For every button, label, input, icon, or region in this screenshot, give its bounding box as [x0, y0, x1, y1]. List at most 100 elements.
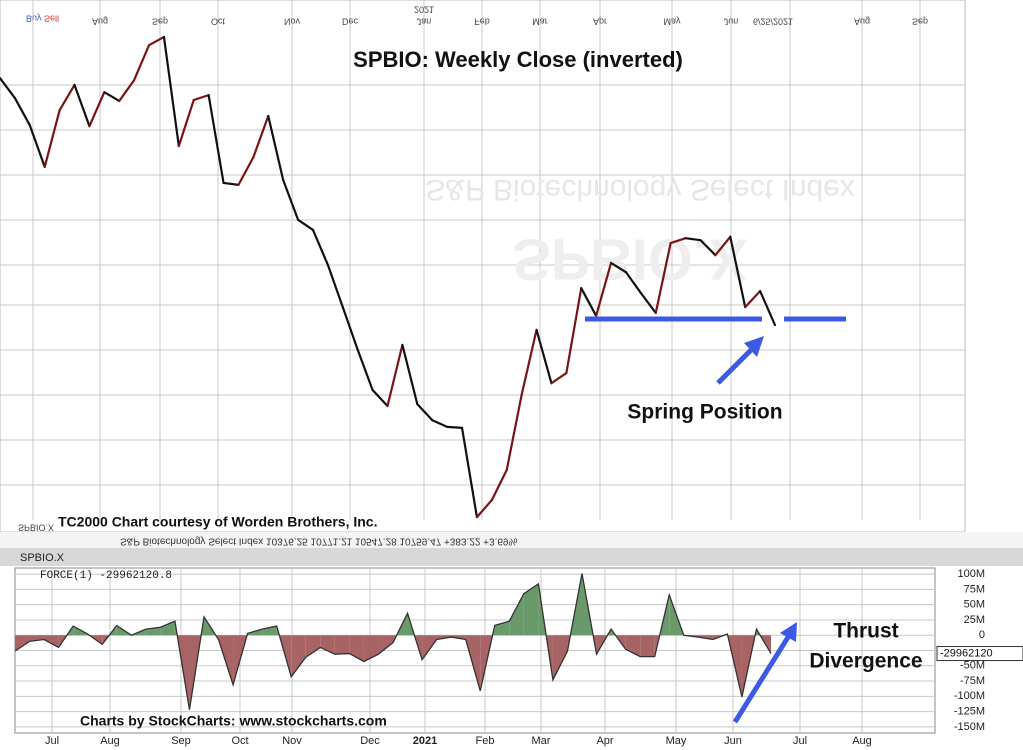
line-segment — [416, 402, 434, 422]
area-fill — [334, 635, 350, 655]
x-tick-label: Sep — [912, 17, 928, 27]
series-label: SPBIO.X — [18, 523, 54, 533]
annotation: Divergence — [809, 650, 922, 673]
line-segment — [446, 425, 464, 429]
annotation: TC2000 Chart courtesy of Worden Brothers… — [58, 514, 377, 530]
x-tick-label: May — [663, 17, 681, 27]
area-fill — [625, 635, 641, 657]
watermark: SPBIO.X — [512, 227, 748, 292]
area-fill — [15, 635, 30, 652]
value-label: -29962120 — [940, 647, 993, 659]
chart-title: SPBIO: Weekly Close (inverted) — [353, 47, 683, 72]
area-fill — [509, 593, 524, 636]
area-fill — [640, 635, 655, 657]
x-tick-label: Mar — [532, 735, 551, 747]
line-segment — [565, 287, 583, 375]
line-segment — [356, 348, 374, 392]
x-tick-label: 6/25/2021 — [753, 17, 793, 27]
line-segment — [624, 271, 642, 295]
line-segment — [684, 237, 702, 242]
line-segment — [192, 94, 210, 102]
area-fill — [378, 635, 393, 655]
arrow-head — [780, 622, 797, 642]
line-segment — [88, 91, 106, 128]
line-segment — [13, 96, 31, 127]
x-tick-label: Aug — [92, 17, 108, 27]
line-segment — [237, 156, 255, 186]
line-segment — [729, 235, 747, 309]
line-segment — [28, 124, 46, 169]
header-sell: Sell — [44, 14, 59, 24]
line-segment — [252, 114, 270, 159]
value-label-box — [936, 646, 1023, 662]
x-tick-label: Aug — [100, 735, 120, 747]
arrow — [732, 632, 793, 724]
info-strip — [0, 532, 1023, 548]
line-segment — [520, 328, 538, 396]
x-tick-label: Jun — [724, 17, 739, 27]
watermark: S&P Biotechnology Select Index — [425, 173, 855, 206]
line-segment — [326, 263, 344, 309]
area-fill — [523, 583, 539, 636]
x-tick-label: Jul — [793, 735, 807, 747]
annotation: Thrust — [833, 620, 898, 643]
x-tick-label: Oct — [211, 17, 226, 27]
arrow-head — [744, 336, 764, 357]
line-segment — [639, 291, 657, 315]
x-tick-label: Dec — [360, 735, 380, 747]
x-tick-label: Mar — [532, 17, 548, 27]
line-segment — [386, 343, 404, 408]
line-segment — [595, 261, 613, 317]
line-segment — [401, 343, 419, 406]
info-line: S&P Biotechnology Select Index 10376.25 … — [120, 535, 517, 546]
x-tick-label: Sep — [152, 17, 168, 27]
y-tick-label: 100M — [957, 568, 985, 580]
line-segment — [341, 305, 359, 351]
line-segment — [371, 388, 389, 408]
line-segment — [431, 418, 449, 428]
line-segment — [505, 393, 523, 472]
line-segment — [669, 237, 687, 245]
y-tick-label: 75M — [964, 583, 985, 595]
line-segment — [535, 328, 553, 385]
line-segment — [43, 109, 61, 169]
y-tick-label: -125M — [954, 706, 985, 718]
toolbar-symbol: SPBIO.X — [20, 552, 65, 564]
header-buy: Buy — [26, 14, 42, 24]
area-fill — [44, 635, 59, 648]
line-segment — [207, 94, 225, 185]
force-line — [14, 573, 772, 710]
line-segment — [73, 83, 91, 128]
line-segment — [118, 79, 136, 103]
y-tick-label: -150M — [954, 721, 985, 733]
annotation: Spring Position — [627, 401, 782, 424]
y-tick-label: -75M — [960, 675, 985, 687]
year-label: 2021 — [414, 5, 434, 15]
y-tick-label: 0 — [979, 629, 985, 641]
line-segment — [714, 235, 732, 257]
x-tick-label: Jun — [724, 735, 742, 747]
line-segment — [580, 287, 598, 317]
line-segment — [475, 499, 493, 519]
line-segment — [147, 35, 166, 47]
area-fill — [305, 635, 321, 658]
y-tick-label: 25M — [964, 614, 985, 626]
line-segment — [296, 218, 315, 232]
arrow — [716, 343, 758, 385]
area-fill — [363, 635, 379, 662]
line-segment — [0, 77, 17, 100]
annotation: Charts by StockCharts: www.stockcharts.c… — [80, 713, 387, 729]
indicator-title: FORCE(1) -29962120.8 — [40, 570, 172, 582]
line-segment — [460, 426, 479, 519]
line-segment — [744, 289, 762, 309]
area-fill — [160, 621, 175, 636]
line-segment — [550, 371, 568, 385]
line-segment — [133, 44, 151, 82]
bottom-chart: 100M75M50M25M0-25M-50M-75M-100M-125M-150… — [14, 552, 1023, 747]
line-segment — [177, 98, 195, 148]
x-tick-label: Jan — [417, 17, 432, 27]
x-tick-label: Nov — [282, 735, 302, 747]
line-segment — [162, 35, 180, 148]
